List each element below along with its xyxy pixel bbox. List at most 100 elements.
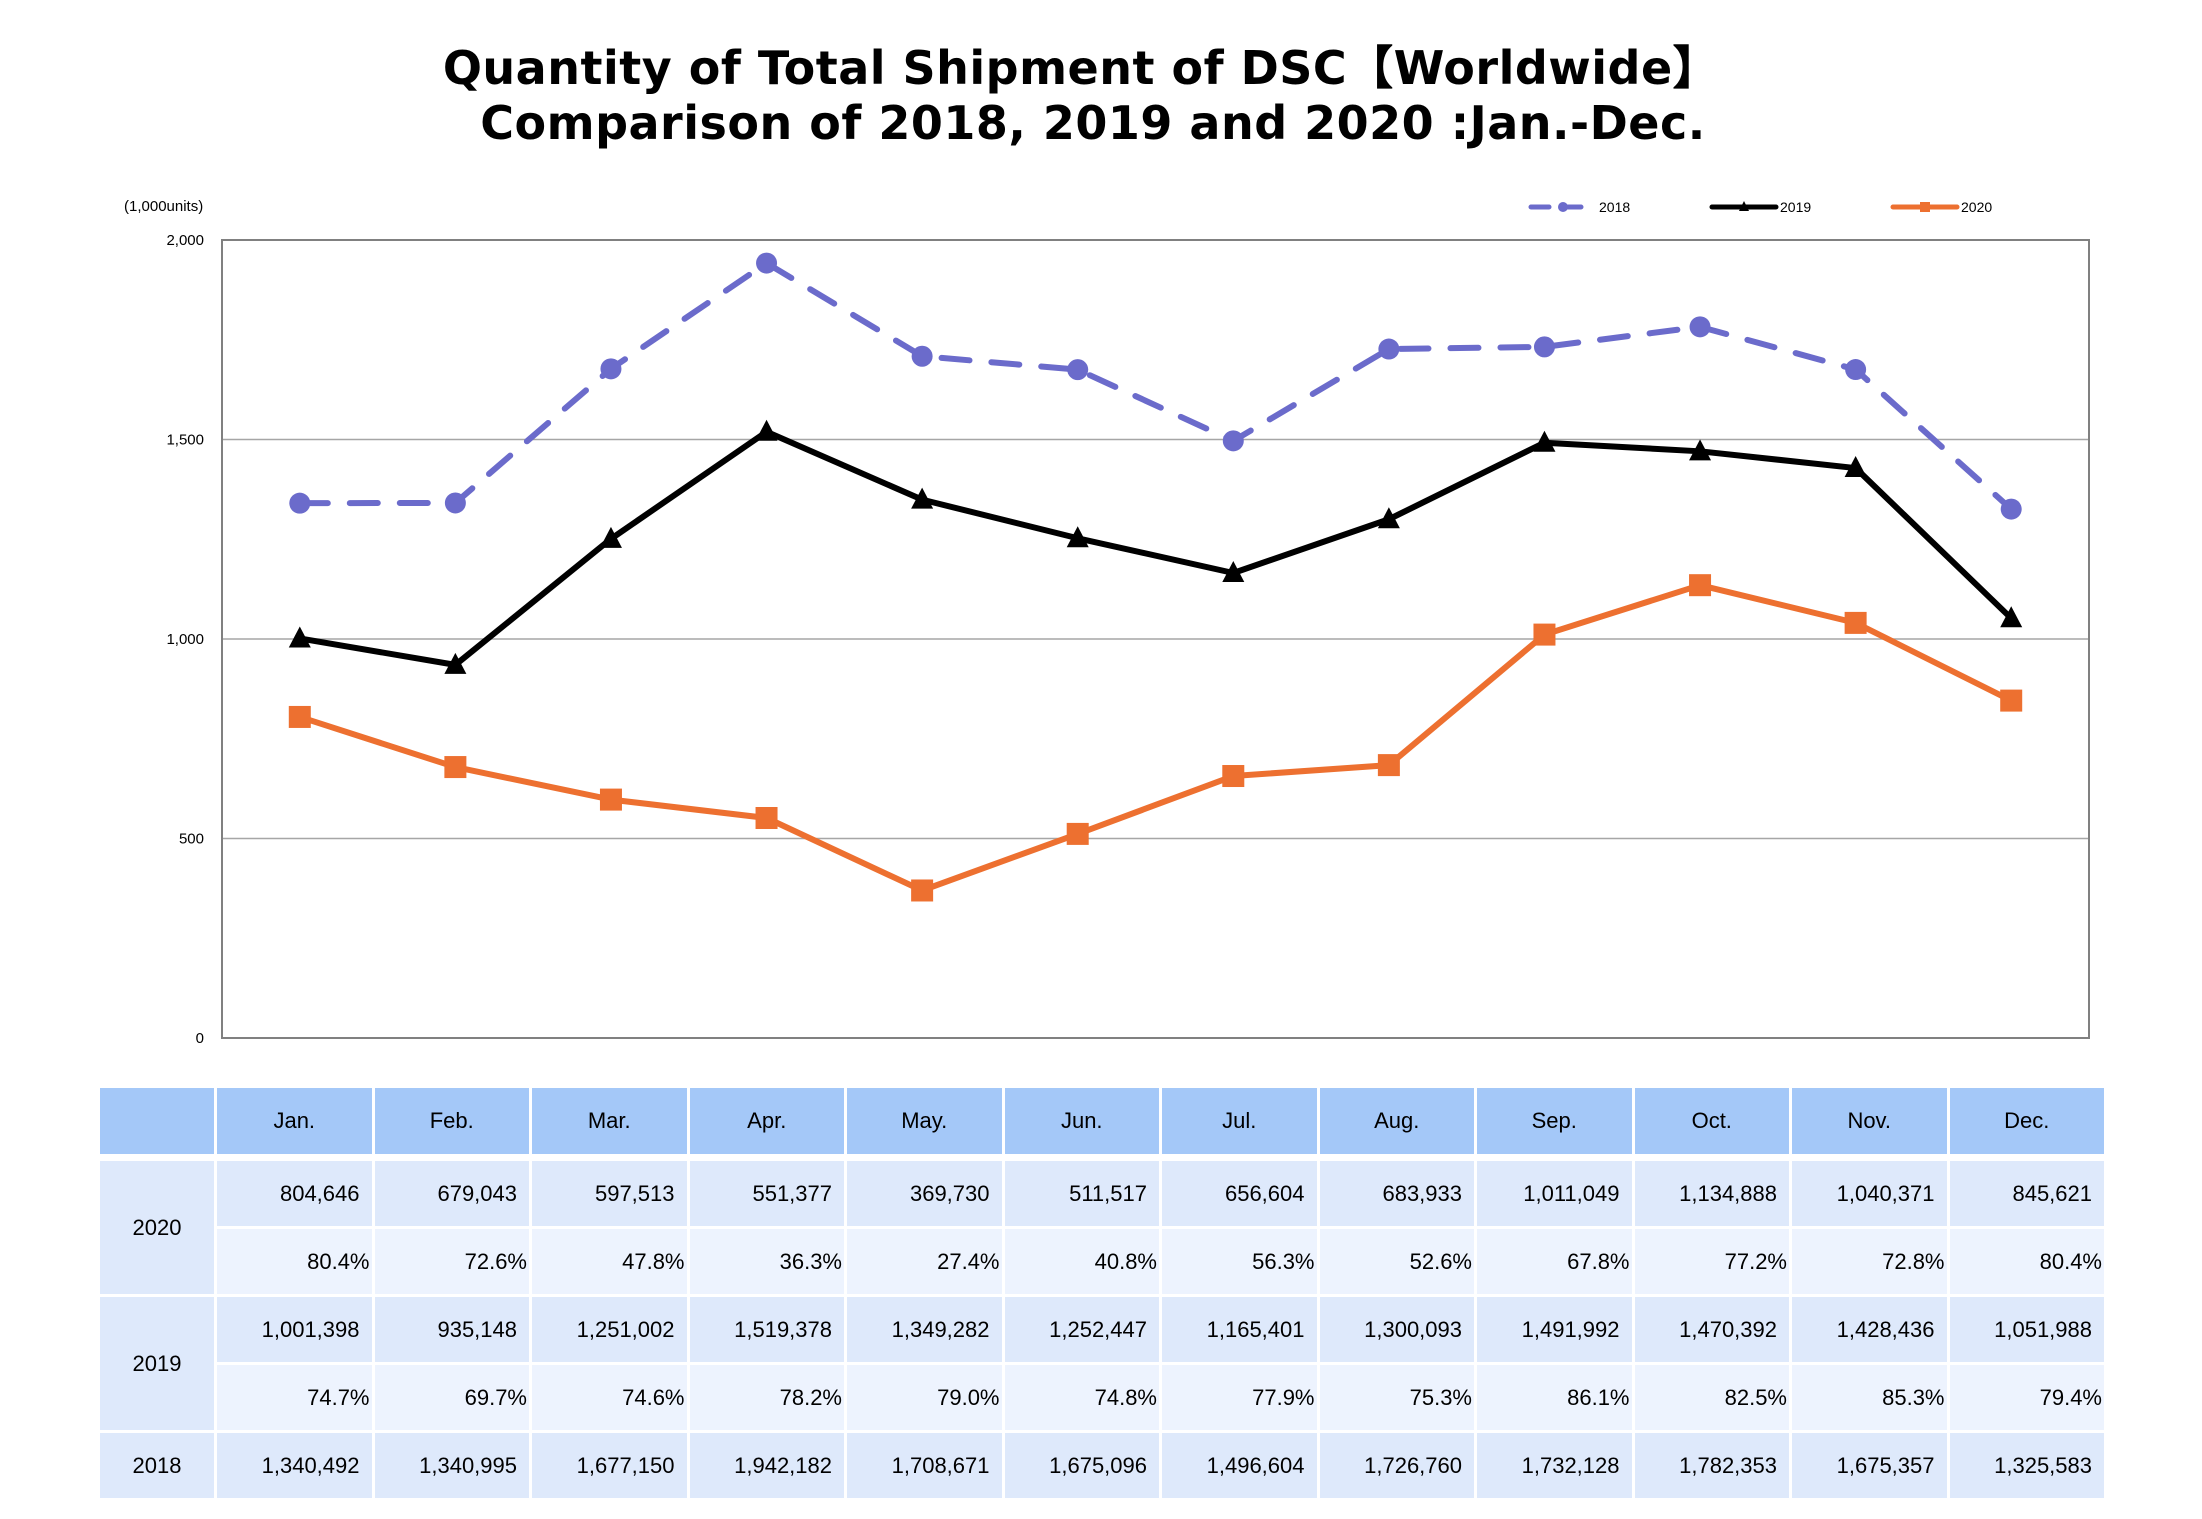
shipment-value-cell: 1,349,282: [847, 1297, 1002, 1362]
data-point: [444, 756, 467, 779]
shipment-value-cell: 1,782,353: [1634, 1433, 1789, 1498]
data-point: [1377, 507, 1400, 529]
month-header: Nov.: [1792, 1088, 1947, 1154]
shipment-value-cell: 1,252,447: [1004, 1297, 1159, 1362]
yoy-percent-cell: 74.7%: [217, 1365, 372, 1430]
data-point: [288, 626, 311, 648]
year-label: 2020: [100, 1161, 214, 1294]
shipment-value-cell: 1,325,583: [1949, 1433, 2104, 1498]
month-header: Jul.: [1162, 1088, 1317, 1154]
y-tick-label: 2,000: [166, 232, 204, 249]
data-point: [289, 492, 311, 514]
shipment-value-cell: 1,677,150: [532, 1433, 687, 1498]
month-header: Oct.: [1634, 1088, 1789, 1154]
data-point: [444, 492, 466, 514]
month-header: Sep.: [1477, 1088, 1632, 1154]
yoy-percent-cell: 85.3%: [1792, 1365, 1947, 1430]
series-line-2018: [296, 260, 2015, 513]
series-2019: [288, 419, 2023, 674]
shipment-value-cell: 1,251,002: [532, 1297, 687, 1362]
shipment-value-cell: 1,300,093: [1319, 1297, 1474, 1362]
shipment-value-cell: 1,340,492: [217, 1433, 372, 1498]
legend-item-2018: 2018: [1528, 199, 1630, 215]
yoy-percent-cell: 27.4%: [847, 1229, 1002, 1294]
y-tick-label: 500: [179, 831, 204, 848]
shipment-value-cell: 845,621: [1949, 1161, 2104, 1226]
data-point: [1066, 822, 1089, 845]
yoy-percent-cell: 47.8%: [532, 1229, 687, 1294]
yoy-percent-cell: 80.4%: [1949, 1229, 2104, 1294]
shipment-value-cell: 369,730: [847, 1161, 1002, 1226]
shipment-value-cell: 679,043: [374, 1161, 529, 1226]
y-tick-label: 1,500: [166, 432, 204, 449]
month-header: Apr.: [689, 1088, 844, 1154]
data-point: [1689, 574, 1712, 597]
plot-area: [221, 239, 2090, 1039]
data-point: [1844, 456, 1867, 478]
legend-item-2020: 2020: [1890, 199, 1992, 215]
data-point: [911, 487, 934, 509]
table-header-row: Jan. Feb. Mar. Apr. May. Jun. Jul. Aug. …: [100, 1088, 2104, 1154]
month-header: Aug.: [1319, 1088, 1474, 1154]
yoy-percent-cell: 69.7%: [374, 1365, 529, 1430]
legend-item-2019: 2019: [1709, 199, 1811, 215]
legend-marker: [1920, 202, 1930, 212]
yoy-percent-cell: 79.0%: [847, 1365, 1002, 1430]
data-table: Jan. Feb. Mar. Apr. May. Jun. Jul. Aug. …: [97, 1085, 2107, 1501]
shipment-value-cell: 1,519,378: [689, 1297, 844, 1362]
shipment-value-cell: 683,933: [1319, 1161, 1474, 1226]
data-point: [599, 526, 622, 548]
shipment-value-cell: 1,340,995: [374, 1433, 529, 1498]
shipment-value-cell: 804,646: [217, 1161, 372, 1226]
shipment-value-cell: 597,513: [532, 1161, 687, 1226]
yoy-percent-cell: 36.3%: [689, 1229, 844, 1294]
series-2018: [289, 252, 2022, 520]
yoy-percent-cell: 80.4%: [217, 1229, 372, 1294]
yoy-percent-cell: 56.3%: [1162, 1229, 1317, 1294]
chart-title-line2: Comparison of 2018, 2019 and 2020 :Jan.-…: [480, 96, 1706, 150]
yoy-percent-cell: 79.4%: [1949, 1365, 2104, 1430]
data-point: [1689, 439, 1712, 461]
month-header: Mar.: [532, 1088, 687, 1154]
series-2020: [288, 574, 2023, 902]
legend-marker: [1739, 201, 1749, 211]
y-axis-ticks: 0 500 1,000 1,500 2,000: [166, 232, 204, 1047]
shipment-value-cell: 1,051,988: [1949, 1297, 2104, 1362]
data-point: [1222, 561, 1245, 583]
table-row-values: 2020 804,646 679,043 597,513 551,377 369,730 5…: [100, 1161, 2104, 1294]
data-point: [911, 879, 934, 902]
table-row-percents: 80.4% 72.6% 47.8% 36.3% 27.4% 40.8% 56.3% 52.6%…: [100, 1229, 2104, 1294]
yoy-percent-cell: 40.8%: [1004, 1229, 1159, 1294]
month-header: Jan.: [217, 1088, 372, 1154]
month-header: Feb.: [374, 1088, 529, 1154]
data-point: [755, 807, 778, 830]
series-line-2020: [296, 582, 2015, 894]
yoy-percent-cell: 86.1%: [1477, 1365, 1632, 1430]
data-point: [1533, 623, 1556, 646]
data-point: [1845, 359, 1867, 381]
yoy-percent-cell: 77.2%: [1634, 1229, 1789, 1294]
data-point: [2000, 689, 2023, 712]
unit-label: (1,000units): [124, 198, 203, 215]
data-point: [1533, 336, 1555, 358]
data-point: [1067, 359, 1089, 381]
yoy-percent-cell: 78.2%: [689, 1365, 844, 1430]
table-row-percents: 74.7% 69.7% 74.6% 78.2% 79.0% 74.8% 77.9% 75.3%…: [100, 1365, 2104, 1430]
data-point: [1378, 338, 1400, 360]
legend-label: 2019: [1780, 199, 1811, 215]
table-corner: [100, 1088, 214, 1154]
shipment-value-cell: 1,011,049: [1477, 1161, 1632, 1226]
shipment-value-cell: 656,604: [1162, 1161, 1317, 1226]
data-point: [1222, 430, 1244, 452]
year-label: 2019: [100, 1297, 214, 1430]
data-point: [2000, 498, 2022, 520]
shipment-value-cell: 1,675,096: [1004, 1433, 1159, 1498]
month-header: May.: [847, 1088, 1002, 1154]
year-label: 2018: [100, 1433, 214, 1498]
data-point: [444, 652, 467, 674]
data-point: [1689, 316, 1711, 338]
shipment-value-cell: 1,726,760: [1319, 1433, 1474, 1498]
table-row-values: 2019 1,001,398 935,148 1,251,002 1,519,378 1,…: [100, 1297, 2104, 1430]
data-point: [1844, 611, 1867, 634]
